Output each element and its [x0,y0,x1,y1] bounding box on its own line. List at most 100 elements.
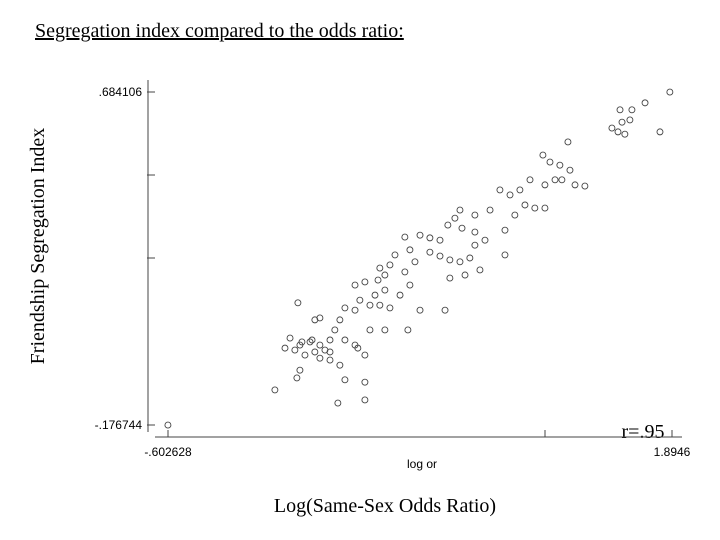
point [501,226,509,234]
point [366,326,374,334]
point [444,221,452,229]
point [296,366,304,374]
point [341,376,349,384]
point [471,228,479,236]
point [334,399,342,407]
point [374,276,382,284]
point [411,258,419,266]
point [351,281,359,289]
point [531,204,539,212]
point [381,286,389,294]
point [656,128,664,136]
point [626,116,634,124]
point [564,138,572,146]
point [486,206,494,214]
point [401,268,409,276]
point [361,396,369,404]
point [539,151,547,159]
x-axis-label: log or [407,457,437,471]
point [546,158,554,166]
point [581,182,589,190]
point [351,306,359,314]
point [516,186,524,194]
point [416,306,424,314]
point [308,336,316,344]
point [616,106,624,114]
point [571,181,579,189]
point [496,186,504,194]
point [361,278,369,286]
point [446,274,454,282]
point [376,264,384,272]
point [298,338,306,346]
point [281,344,289,352]
point [441,306,449,314]
point [293,374,301,382]
point [311,316,319,324]
point [406,246,414,254]
point [381,271,389,279]
x-title: Log(Same-Sex Odds Ratio) [274,495,496,517]
point [331,326,339,334]
point [608,124,616,132]
point [366,301,374,309]
point [271,386,279,394]
x-tick-label: 1.8946 [654,445,691,459]
point [376,301,384,309]
point [456,206,464,214]
point [471,241,479,249]
point [551,176,559,184]
y-axis-title: Friendship Segregation Index [27,128,49,365]
point [558,176,566,184]
point [386,304,394,312]
point [401,233,409,241]
slide-title: Segregation index compared to the odds r… [35,20,404,42]
point [566,166,574,174]
point [286,334,294,342]
point [361,378,369,386]
point [506,191,514,199]
point [556,161,564,169]
point [476,266,484,274]
point [326,348,334,356]
point [511,211,519,219]
point [501,251,509,259]
point [666,88,674,96]
point [426,234,434,242]
point [371,291,379,299]
point [386,261,394,269]
point [416,231,424,239]
point [341,336,349,344]
point [481,236,489,244]
y-tick-label: .684106 [99,85,143,99]
point [621,130,629,138]
annotation: r=.95 [622,421,665,443]
point [521,201,529,209]
point [316,341,324,349]
x-tick-label: -.602628 [144,445,192,459]
point [291,346,299,354]
point [396,291,404,299]
point [466,254,474,262]
point [461,271,469,279]
point [326,336,334,344]
point [341,304,349,312]
point [628,106,636,114]
point [526,176,534,184]
point [326,356,334,364]
point [316,354,324,362]
point [641,99,649,107]
point [356,296,364,304]
point [426,248,434,256]
point [436,236,444,244]
point [458,224,466,232]
point [301,351,309,359]
y-tick-label: -.176744 [95,418,143,432]
point [311,348,319,356]
point [164,421,172,429]
point [451,214,459,222]
point [541,181,549,189]
point [354,344,362,352]
point [406,281,414,289]
